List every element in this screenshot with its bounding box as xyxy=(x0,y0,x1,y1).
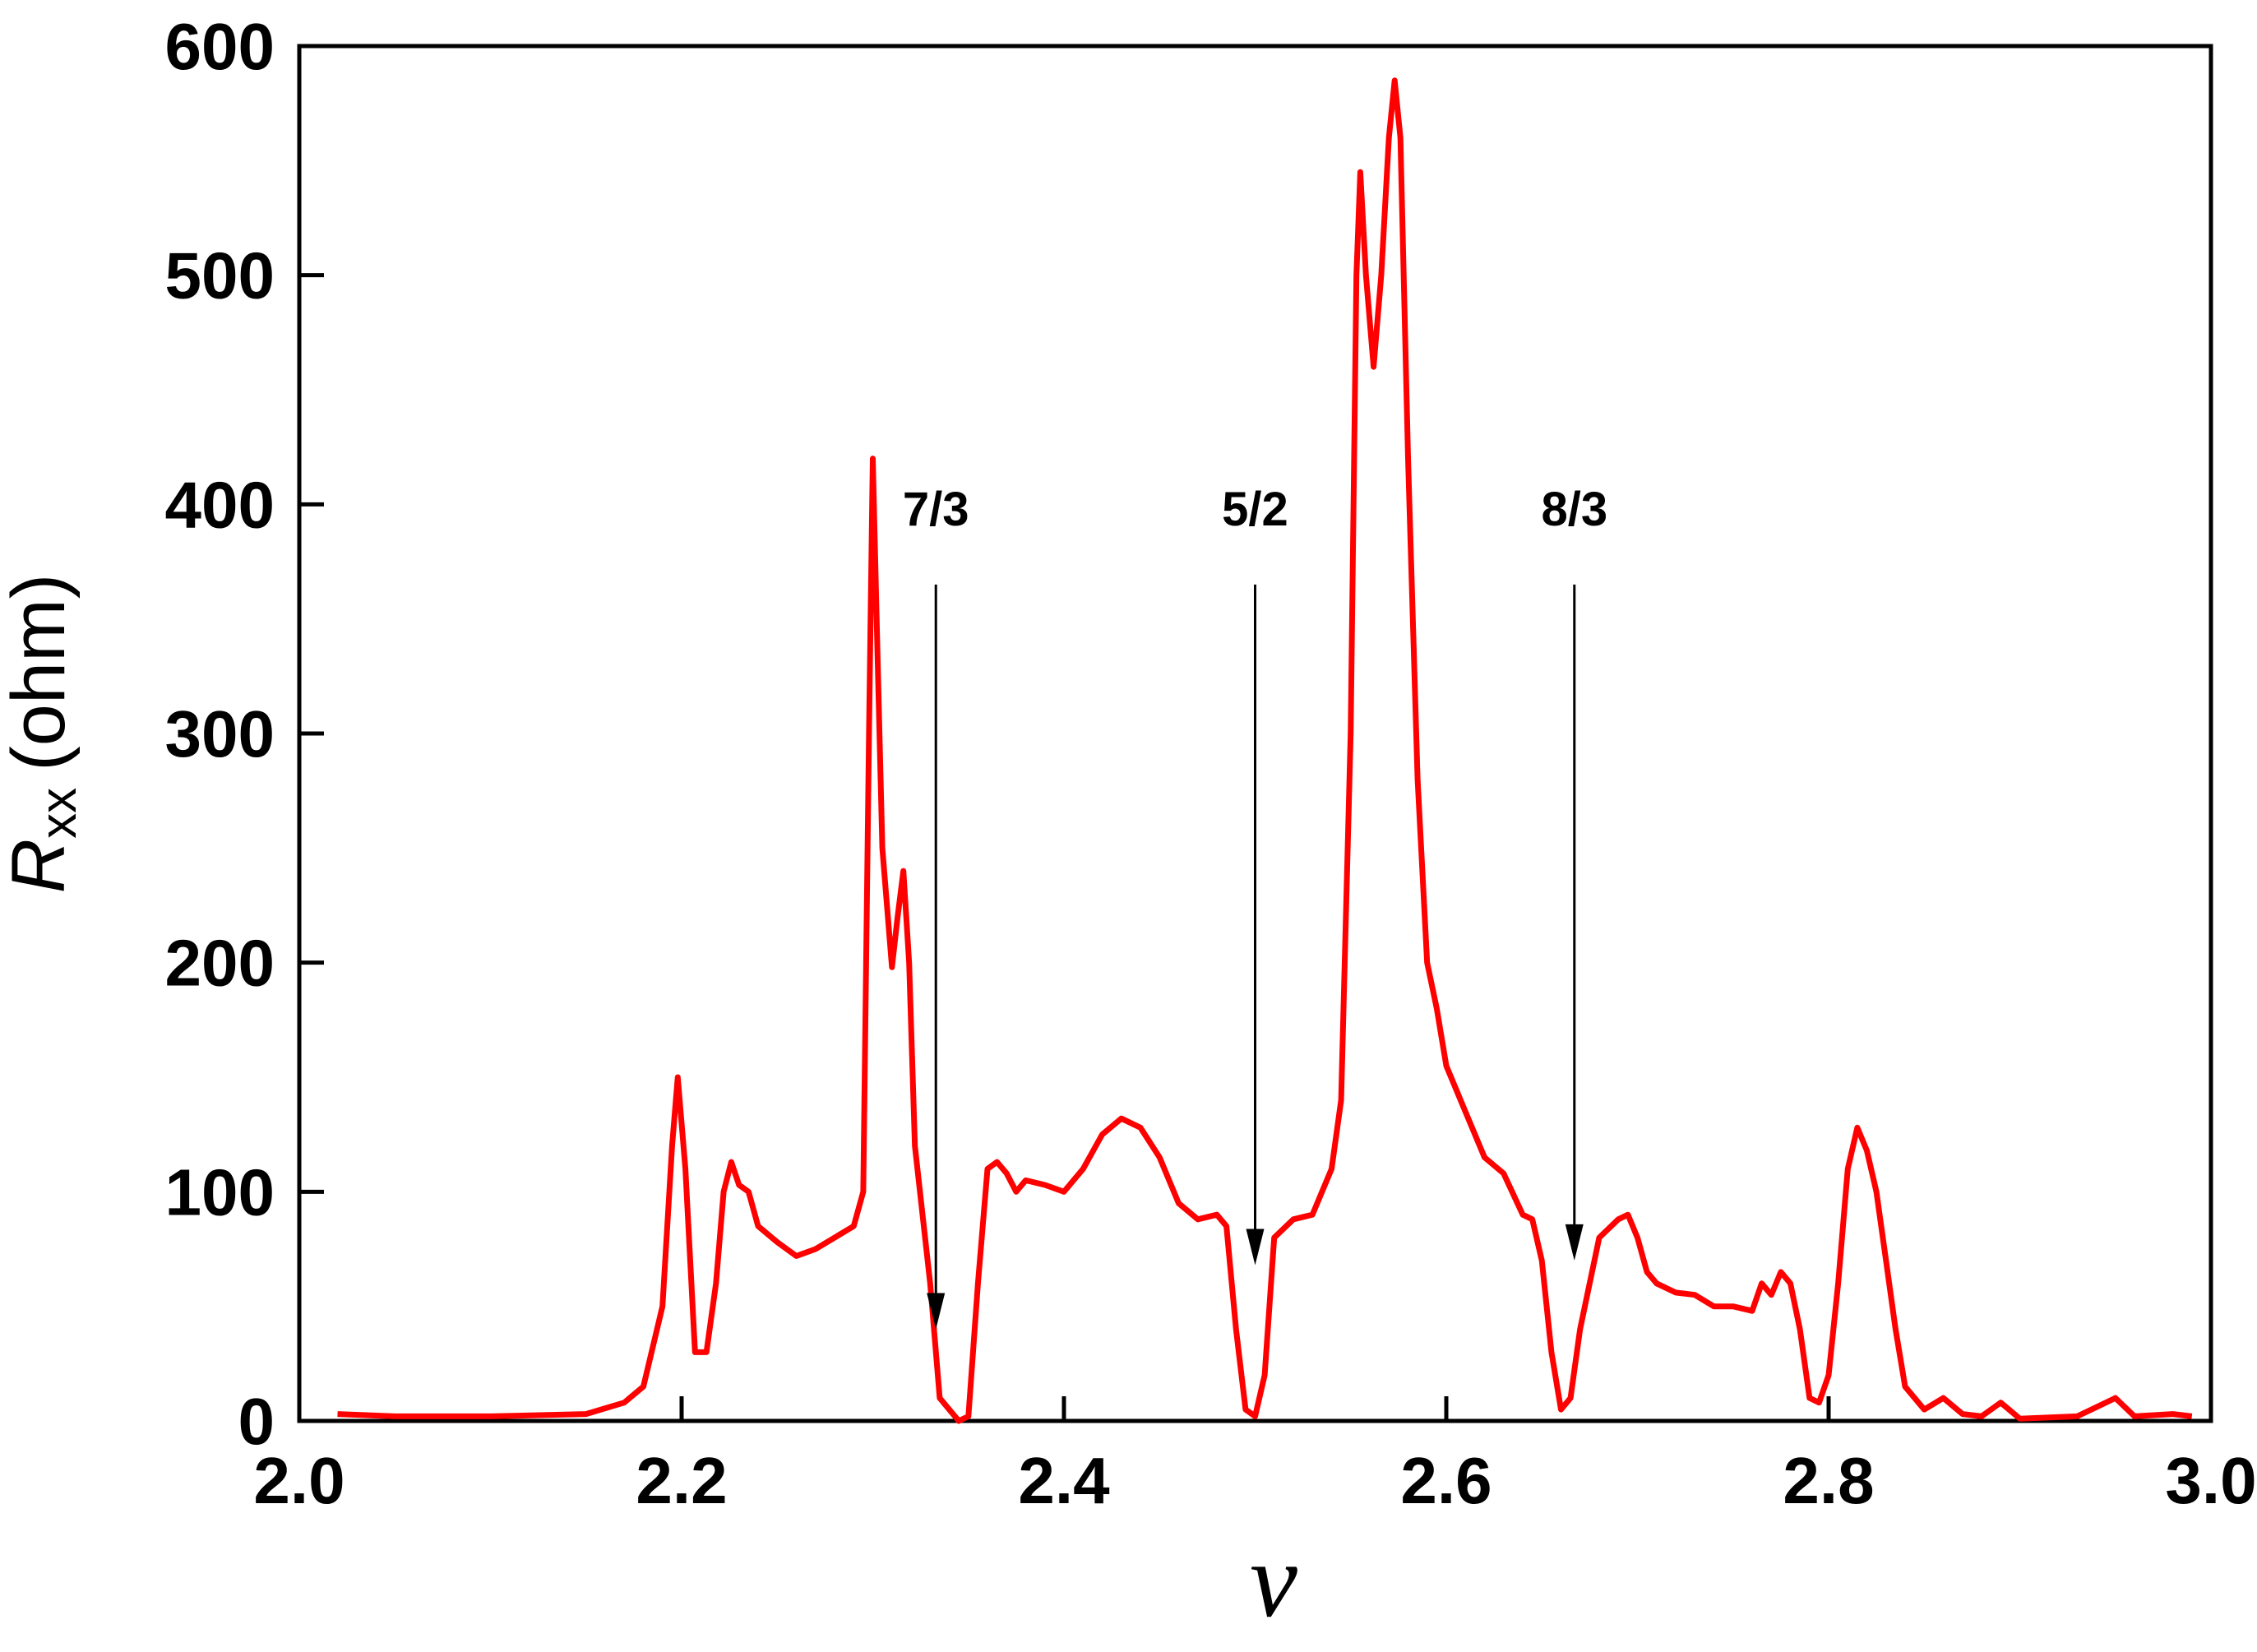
x-tick-label: 2.2 xyxy=(636,1444,727,1517)
x-axis-label: ν xyxy=(1250,1521,1297,1640)
y-tick-label: 100 xyxy=(165,1155,275,1229)
y-tick-label: 0 xyxy=(238,1385,275,1458)
annotation-label: 5/2 xyxy=(1222,483,1288,536)
y-label-main: R xyxy=(0,839,81,893)
x-tick-label: 2.8 xyxy=(1783,1444,1874,1517)
y-axis-label: Rxx (ohm) xyxy=(0,574,87,894)
annotation-label: 7/3 xyxy=(903,483,969,536)
y-tick-label: 200 xyxy=(165,927,275,1000)
data-line xyxy=(337,77,2193,1424)
x-tick-label: 2.4 xyxy=(1018,1444,1110,1517)
arrow-head xyxy=(927,1293,946,1330)
y-tick-label: 600 xyxy=(165,10,275,83)
y-label-sub: xx xyxy=(30,788,87,839)
x-tick-label: 3.0 xyxy=(2165,1444,2256,1517)
arrow-head xyxy=(1246,1229,1265,1266)
y-label-unit: (ohm) xyxy=(0,574,81,771)
x-tick-label: 2.0 xyxy=(253,1444,345,1517)
annotation-label: 8/3 xyxy=(1541,483,1607,536)
y-tick-label: 400 xyxy=(165,468,275,541)
x-tick-label: 2.6 xyxy=(1400,1444,1492,1517)
arrow-head xyxy=(1565,1224,1584,1261)
y-tick-label: 500 xyxy=(165,239,275,312)
y-tick-label: 300 xyxy=(165,697,275,770)
